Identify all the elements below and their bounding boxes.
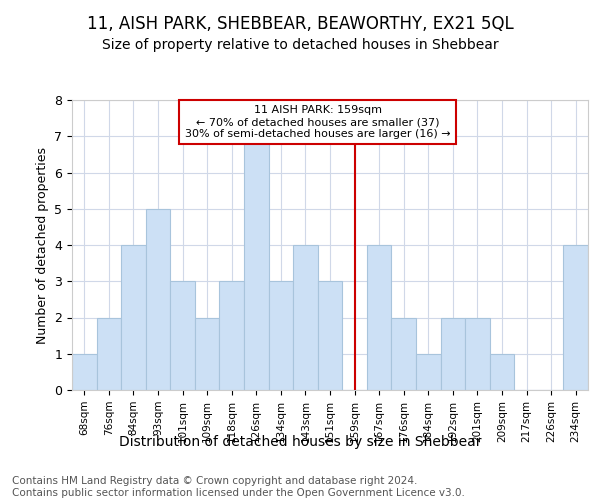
Bar [318, 281, 342, 390]
Bar [367, 245, 391, 390]
Text: Distribution of detached houses by size in Shebbear: Distribution of detached houses by size … [119, 435, 481, 449]
Bar [563, 245, 588, 390]
Text: 11, AISH PARK, SHEBBEAR, BEAWORTHY, EX21 5QL: 11, AISH PARK, SHEBBEAR, BEAWORTHY, EX21… [86, 15, 514, 33]
Bar [244, 136, 269, 390]
Bar [391, 318, 416, 390]
Bar [121, 245, 146, 390]
Y-axis label: Number of detached properties: Number of detached properties [36, 146, 49, 344]
Bar [269, 281, 293, 390]
Bar [440, 318, 465, 390]
Bar [416, 354, 440, 390]
Text: Size of property relative to detached houses in Shebbear: Size of property relative to detached ho… [101, 38, 499, 52]
Bar [72, 354, 97, 390]
Text: Contains HM Land Registry data © Crown copyright and database right 2024.
Contai: Contains HM Land Registry data © Crown c… [12, 476, 465, 498]
Bar [465, 318, 490, 390]
Bar [195, 318, 220, 390]
Bar [170, 281, 195, 390]
Bar [490, 354, 514, 390]
Bar [97, 318, 121, 390]
Text: 11 AISH PARK: 159sqm
← 70% of detached houses are smaller (37)
30% of semi-detac: 11 AISH PARK: 159sqm ← 70% of detached h… [185, 106, 451, 138]
Bar [146, 209, 170, 390]
Bar [220, 281, 244, 390]
Bar [293, 245, 318, 390]
